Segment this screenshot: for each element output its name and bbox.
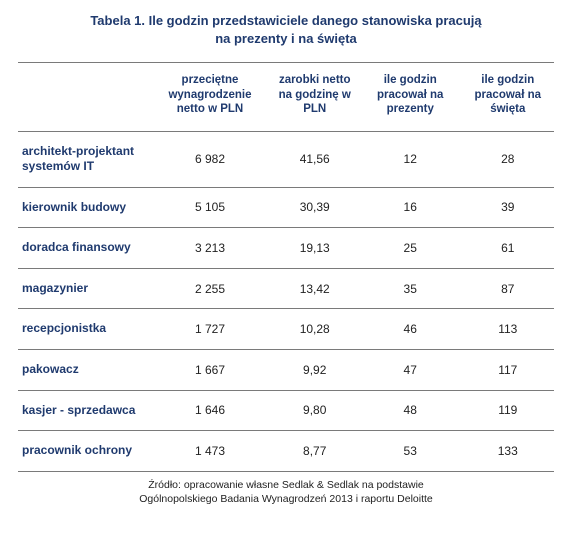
table-row: architekt-projektant systemów IT6 98241,… bbox=[18, 131, 554, 187]
cell-c4: 113 bbox=[462, 309, 554, 350]
cell-c1: 6 982 bbox=[149, 131, 270, 187]
col-header-1: przeciętne wynagrodzenie netto w PLN bbox=[149, 63, 270, 131]
cell-c3: 25 bbox=[359, 228, 462, 269]
cell-c1: 2 255 bbox=[149, 268, 270, 309]
table-row: recepcjonistka1 72710,2846113 bbox=[18, 309, 554, 350]
cell-c4: 119 bbox=[462, 390, 554, 431]
cell-c2: 19,13 bbox=[271, 228, 359, 269]
table-row: kasjer - sprzedawca1 6469,8048119 bbox=[18, 390, 554, 431]
cell-c1: 3 213 bbox=[149, 228, 270, 269]
cell-c4: 39 bbox=[462, 187, 554, 228]
col-header-2: zarobki netto na godzinę w PLN bbox=[271, 63, 359, 131]
row-label: magazynier bbox=[18, 268, 149, 309]
cell-c4: 117 bbox=[462, 350, 554, 391]
cell-c2: 10,28 bbox=[271, 309, 359, 350]
col-header-3: ile godzin pracował na prezenty bbox=[359, 63, 462, 131]
table-title: Tabela 1. Ile godzin przedstawiciele dan… bbox=[18, 12, 554, 48]
cell-c2: 13,42 bbox=[271, 268, 359, 309]
cell-c3: 46 bbox=[359, 309, 462, 350]
source-line-1: Źródło: opracowanie własne Sedlak & Sedl… bbox=[148, 479, 424, 491]
row-label: kasjer - sprzedawca bbox=[18, 390, 149, 431]
row-label: recepcjonistka bbox=[18, 309, 149, 350]
row-label: pracownik ochrony bbox=[18, 431, 149, 472]
cell-c4: 87 bbox=[462, 268, 554, 309]
data-table: przeciętne wynagrodzenie netto w PLN zar… bbox=[18, 62, 554, 471]
cell-c2: 41,56 bbox=[271, 131, 359, 187]
cell-c4: 61 bbox=[462, 228, 554, 269]
table-row: pakowacz1 6679,9247117 bbox=[18, 350, 554, 391]
cell-c3: 16 bbox=[359, 187, 462, 228]
col-header-0 bbox=[18, 63, 149, 131]
row-label: doradca finansowy bbox=[18, 228, 149, 269]
cell-c1: 1 667 bbox=[149, 350, 270, 391]
cell-c4: 133 bbox=[462, 431, 554, 472]
col-header-4: ile godzin pracował na święta bbox=[462, 63, 554, 131]
table-row: magazynier2 25513,423587 bbox=[18, 268, 554, 309]
table-header-row: przeciętne wynagrodzenie netto w PLN zar… bbox=[18, 63, 554, 131]
cell-c3: 47 bbox=[359, 350, 462, 391]
row-label: kierownik budowy bbox=[18, 187, 149, 228]
cell-c1: 1 646 bbox=[149, 390, 270, 431]
cell-c3: 48 bbox=[359, 390, 462, 431]
row-label: architekt-projektant systemów IT bbox=[18, 131, 149, 187]
cell-c1: 1 727 bbox=[149, 309, 270, 350]
title-line-2: na prezenty i na święta bbox=[215, 31, 357, 46]
cell-c2: 9,92 bbox=[271, 350, 359, 391]
cell-c3: 35 bbox=[359, 268, 462, 309]
table-row: kierownik budowy5 10530,391639 bbox=[18, 187, 554, 228]
source-line-2: Ogólnopolskiego Badania Wynagrodzeń 2013… bbox=[139, 493, 433, 505]
table-row: pracownik ochrony1 4738,7753133 bbox=[18, 431, 554, 472]
cell-c2: 30,39 bbox=[271, 187, 359, 228]
cell-c1: 1 473 bbox=[149, 431, 270, 472]
table-row: doradca finansowy3 21319,132561 bbox=[18, 228, 554, 269]
table-source: Źródło: opracowanie własne Sedlak & Sedl… bbox=[18, 478, 554, 506]
cell-c3: 12 bbox=[359, 131, 462, 187]
row-label: pakowacz bbox=[18, 350, 149, 391]
cell-c2: 8,77 bbox=[271, 431, 359, 472]
table-body: architekt-projektant systemów IT6 98241,… bbox=[18, 131, 554, 471]
cell-c1: 5 105 bbox=[149, 187, 270, 228]
cell-c2: 9,80 bbox=[271, 390, 359, 431]
cell-c4: 28 bbox=[462, 131, 554, 187]
title-line-1: Tabela 1. Ile godzin przedstawiciele dan… bbox=[90, 13, 481, 28]
cell-c3: 53 bbox=[359, 431, 462, 472]
